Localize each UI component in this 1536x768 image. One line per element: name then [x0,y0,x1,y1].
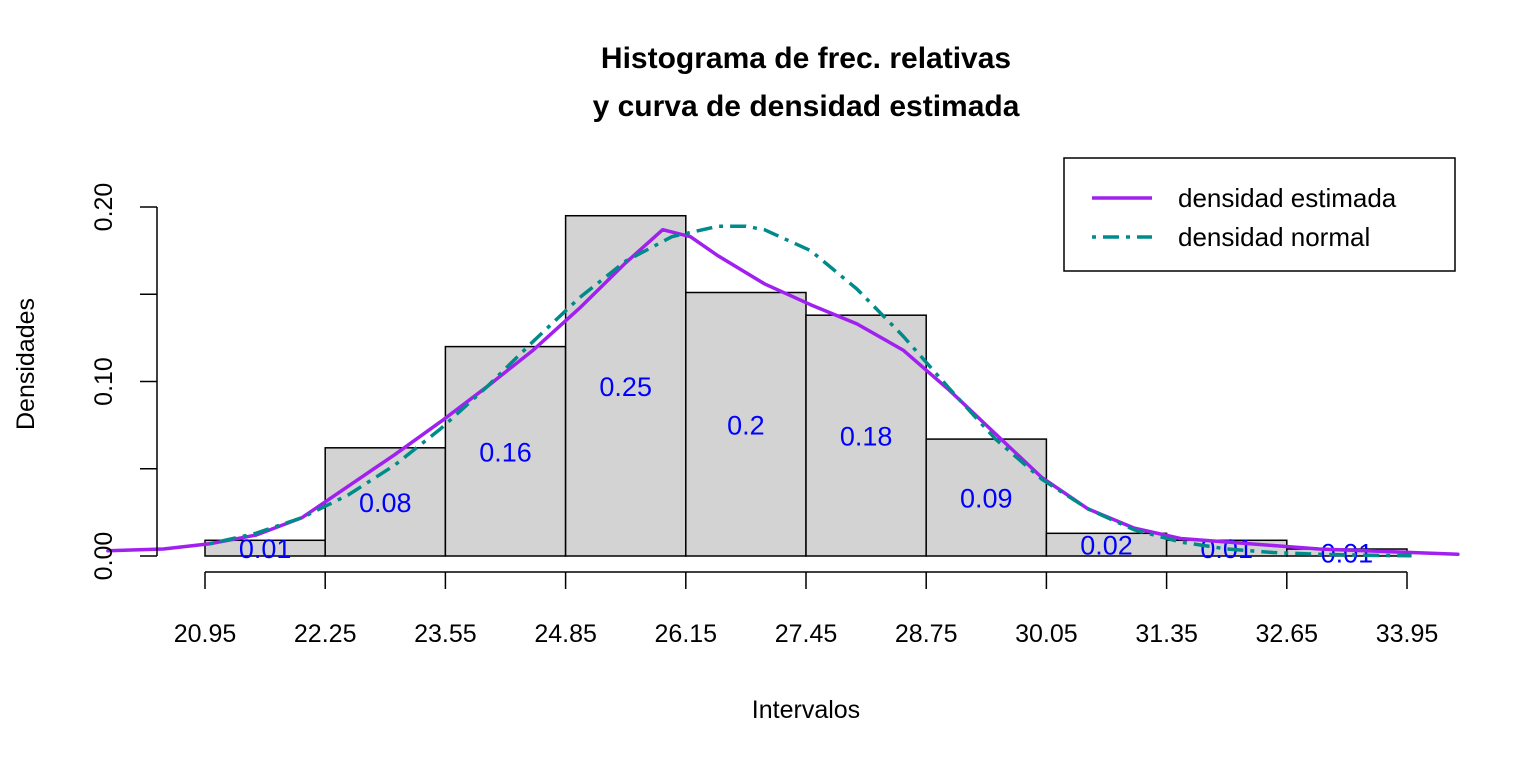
histogram-bars [204,214,1408,557]
histogram-bar [805,314,927,557]
y-axis-label: Densidades [12,298,40,430]
x-tick-label: 28.75 [895,620,958,648]
x-tick-label: 27.45 [775,620,838,648]
histogram-bar [564,214,687,557]
y-axis: 0.00 0.10 0.20 [90,183,158,581]
histogram-bar [925,438,1048,557]
chart-title-line-2: y curva de densidad estimada [593,90,1020,123]
bar-labels: 0.01 0.08 0.16 0.25 0.2 0.18 0.09 0.02 0.01 0.01 [239,372,1373,569]
y-tick-label: 0.00 [90,532,118,581]
chart-title-line-1: Histograma de frec. relativas [601,42,1011,75]
x-axis: 20.95 22.25 23.55 24.85 26.15 27.45 28.75 30.05… [174,571,1439,648]
y-tick-label: 0.20 [90,183,118,232]
legend-label-normal: densidad normal [1178,222,1370,252]
legend: densidad estimada densidad normal [1063,157,1456,272]
x-tick-label: 22.25 [294,620,357,648]
x-tick-label: 24.85 [534,620,597,648]
x-tick-label: 30.05 [1015,620,1078,648]
x-tick-label: 20.95 [174,620,237,648]
histogram-bar [324,447,447,557]
density-curve-1 [209,224,1412,558]
x-tick-label: 33.95 [1376,620,1439,648]
x-tick-label: 31.35 [1135,620,1198,648]
x-axis-label: Intervalos [752,696,860,724]
bar-value-label: 0.01 [1321,539,1374,569]
bar-value-label: 0.25 [599,372,652,402]
histogram-bar [444,345,567,557]
x-tick-label: 23.55 [414,620,477,648]
bar-value-label: 0.16 [479,437,532,467]
density-curves [106,224,1460,558]
bar-value-label: 0.18 [840,422,893,452]
legend-box [1063,157,1456,272]
density-curve-0 [106,227,1460,557]
bar-value-label: 0.2 [727,410,765,440]
bar-value-label: 0.01 [1200,534,1253,564]
bar-value-label: 0.01 [239,534,292,564]
bar-value-label: 0.08 [359,488,412,518]
y-tick-label: 0.10 [90,357,118,406]
x-tick-label: 32.65 [1256,620,1319,648]
x-tick-label: 26.15 [655,620,718,648]
bar-value-label: 0.09 [960,484,1013,514]
legend-label-estimada: densidad estimada [1178,183,1397,213]
bar-value-label: 0.02 [1080,531,1133,561]
histogram-bar [685,291,807,557]
